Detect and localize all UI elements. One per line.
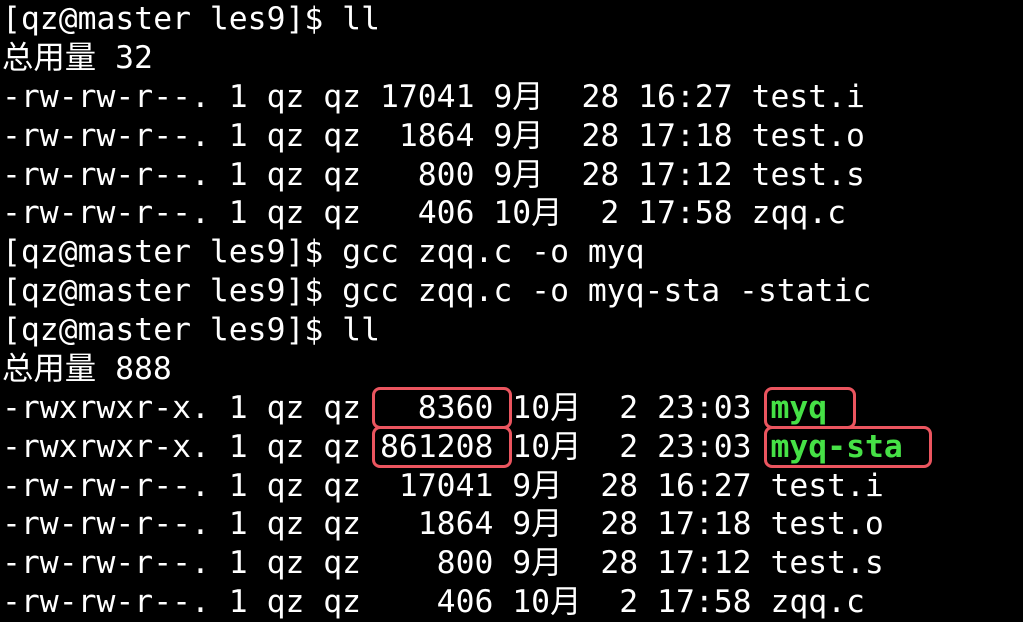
name-annotation-box: myq — [764, 386, 857, 429]
executable-file-name: myq-sta — [770, 428, 903, 465]
terminal-line-file-test-s-1: -rw-rw-r--. 1 qz qz 800 9月 28 17:12 test… — [2, 156, 865, 193]
terminal-line-file-myq: -rwxrwxr-x. 1 qz qz 8360 10月 2 23:03 myq — [2, 386, 1023, 429]
terminal-line-file-test-o-1: -rw-rw-r--. 1 qz qz 1864 9月 28 17:18 tes… — [2, 117, 865, 154]
terminal-line-command-ll-2: [qz@master les9]$ ll — [2, 312, 380, 348]
name-annotation-box: myq-sta — [764, 425, 932, 468]
terminal-line-total-1: 总用量 32 — [2, 39, 153, 76]
file-row-middle: 10月 2 23:03 — [493, 428, 771, 465]
size-annotation-box: 8360 — [371, 386, 513, 429]
size-annotation-box: 861208 — [371, 425, 513, 468]
terminal-line-file-test-s-2: -rw-rw-r--. 1 qz qz 800 9月 28 17:12 test… — [2, 545, 884, 582]
executable-file-name: myq — [770, 389, 828, 426]
terminal-line-file-myq-sta: -rwxrwxr-x. 1 qz qz 861208 10月 2 23:03 m… — [2, 425, 1023, 468]
terminal-line-command-ll-1: [qz@master les9]$ ll — [2, 1, 380, 37]
terminal-line-file-zqq-c-1: -rw-rw-r--. 1 qz qz 406 10月 2 17:58 zqq.… — [2, 195, 847, 232]
file-size: 8360 — [379, 389, 494, 426]
file-row-prefix: -rwxrwxr-x. 1 qz qz — [2, 389, 380, 426]
terminal-line-file-test-i-1: -rw-rw-r--. 1 qz qz 17041 9月 28 16:27 te… — [2, 78, 865, 115]
file-row-middle: 10月 2 23:03 — [493, 389, 771, 426]
terminal-line-total-2: 总用量 888 — [2, 350, 172, 387]
terminal-line-file-test-o-2: -rw-rw-r--. 1 qz qz 1864 9月 28 17:18 tes… — [2, 506, 884, 543]
file-size: 861208 — [379, 428, 494, 465]
terminal-line-file-test-i-2: -rw-rw-r--. 1 qz qz 17041 9月 28 16:27 te… — [2, 467, 884, 504]
terminal-line-file-zqq-c-2: -rw-rw-r--. 1 qz qz 406 10月 2 17:58 zqq.… — [2, 584, 865, 621]
terminal-line-command-gcc-myq: [qz@master les9]$ gcc zqq.c -o myq — [2, 234, 645, 271]
file-row-prefix: -rwxrwxr-x. 1 qz qz — [2, 428, 380, 465]
terminal-line-command-gcc-myq-sta: [qz@master les9]$ gcc zqq.c -o myq-sta -… — [2, 273, 872, 310]
